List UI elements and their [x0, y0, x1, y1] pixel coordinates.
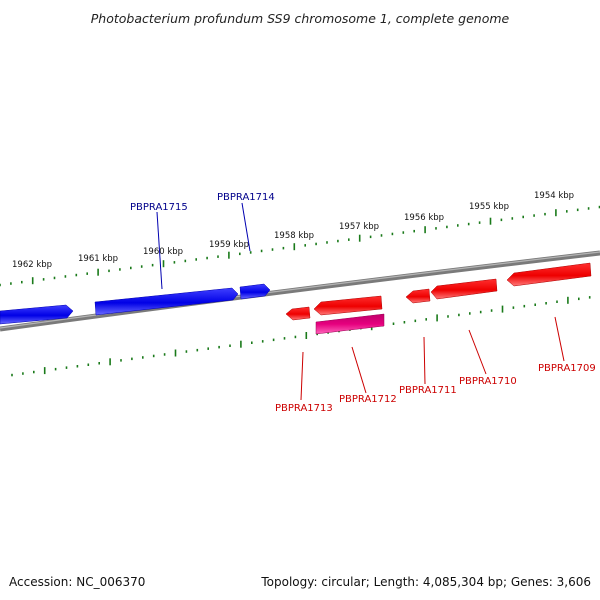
tick-labels: 1962 kbp 1961 kbp 1960 kbp 1959 kbp 1958…: [12, 191, 574, 270]
chromosome-backbone-highlight: [0, 251, 600, 329]
tick-label-1957: 1957 kbp: [339, 222, 379, 232]
forward-genes: [0, 283, 271, 325]
gene-label-pbpra1711[interactable]: PBPRA1711: [399, 385, 457, 396]
tick-label-1961: 1961 kbp: [78, 254, 118, 264]
gene-leader-lines: [156, 202, 565, 401]
gene-arrow-pbpra1709[interactable]: [506, 262, 592, 287]
gene-labels: PBPRA1715 PBPRA1714 PBPRA1713 PBPRA1712 …: [130, 192, 596, 414]
gene-label-pbpra1715[interactable]: PBPRA1715: [130, 202, 188, 213]
chromosome-backbone: [0, 250, 600, 332]
gene-label-pbpra1713[interactable]: PBPRA1713: [275, 403, 333, 414]
gene-arrow-pbpra1710[interactable]: [430, 278, 498, 300]
tick-label-1955: 1955 kbp: [469, 202, 509, 212]
tick-label-1954: 1954 kbp: [534, 191, 574, 201]
gene-label-pbpra1712[interactable]: PBPRA1712: [339, 394, 397, 405]
tick-label-1958: 1958 kbp: [274, 231, 314, 241]
gene-arrow-pbpra1712-rna[interactable]: [315, 313, 385, 335]
accession-text: Accession: NC_006370: [9, 575, 145, 589]
gene-arrow-pbpra1713[interactable]: [285, 306, 311, 321]
leader-line-pbpra1711: [423, 336, 426, 385]
gene-arrow-pbpra1712[interactable]: [313, 295, 383, 316]
tick-label-1960: 1960 kbp: [143, 247, 183, 257]
tick-label-1962: 1962 kbp: [12, 260, 52, 270]
leader-line-pbpra1714: [241, 202, 251, 252]
gene-label-pbpra1709[interactable]: PBPRA1709: [538, 363, 596, 374]
tick-label-1956: 1956 kbp: [404, 213, 444, 223]
genome-summary-text: Topology: circular; Length: 4,085,304 bp…: [260, 575, 591, 589]
reverse-genes: [285, 262, 592, 335]
gene-label-pbpra1714[interactable]: PBPRA1714: [217, 192, 275, 203]
map-title: Photobacterium profundum SS9 chromosome …: [91, 11, 510, 26]
leader-line-pbpra1712: [351, 346, 367, 394]
outer-tick-ring: [0, 205, 600, 287]
tick-label-1959: 1959 kbp: [209, 240, 249, 250]
gene-arrow-left-partial[interactable]: [0, 304, 74, 325]
leader-line-pbpra1710: [468, 329, 487, 375]
leader-line-pbpra1715: [156, 211, 163, 290]
leader-line-pbpra1713: [300, 351, 304, 401]
leader-line-pbpra1709: [554, 316, 565, 362]
gene-label-pbpra1710[interactable]: PBPRA1710: [459, 376, 517, 387]
gene-arrow-pbpra1711[interactable]: [405, 288, 431, 304]
gene-arrow-pbpra1715[interactable]: [94, 287, 239, 316]
gene-arrow-pbpra1714[interactable]: [239, 283, 271, 300]
